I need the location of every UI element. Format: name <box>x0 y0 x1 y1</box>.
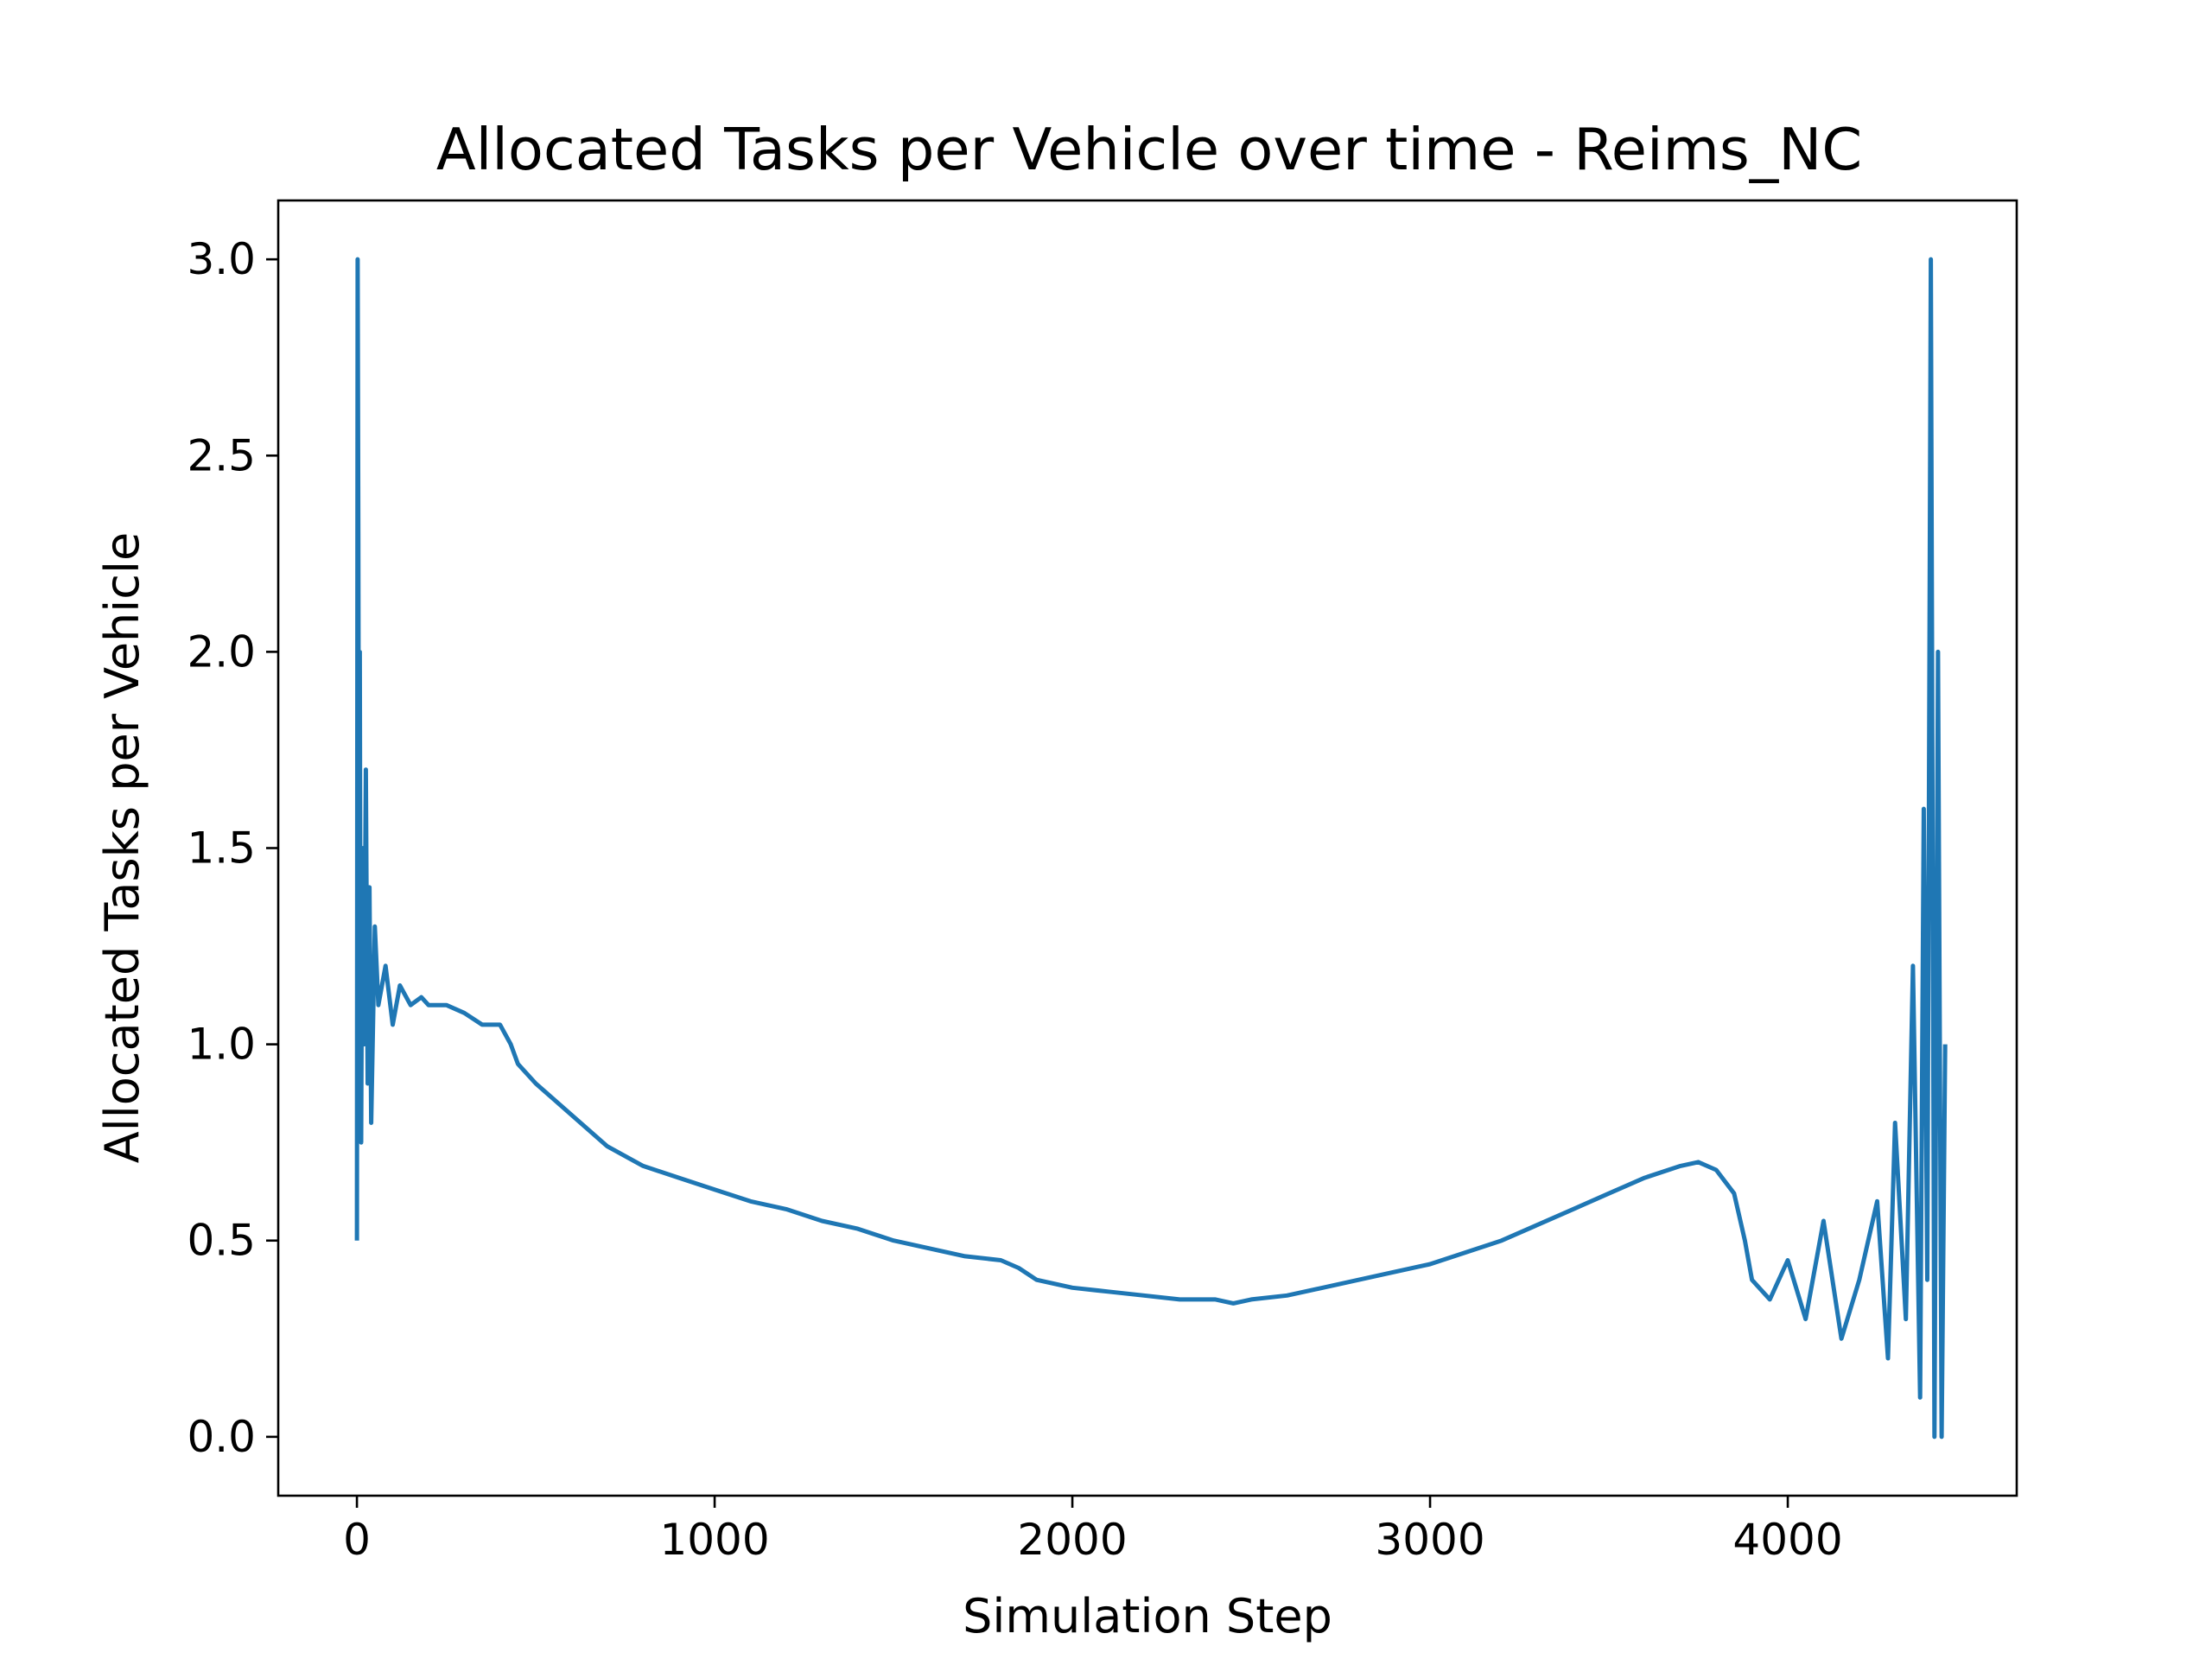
y-tick-label: 1.5 <box>187 823 256 874</box>
y-axis-label: Allocated Tasks per Vehicle <box>95 532 149 1163</box>
y-tick-label: 0.5 <box>187 1216 256 1266</box>
x-tick-label: 2000 <box>1017 1515 1127 1565</box>
x-tick-label: 4000 <box>1732 1515 1842 1565</box>
axes-frame <box>276 199 2018 1497</box>
x-tick-label: 0 <box>343 1515 371 1565</box>
y-tick-label: 2.5 <box>187 430 256 480</box>
y-tick-label: 2.0 <box>187 626 256 677</box>
plot-area <box>354 257 1948 1440</box>
y-tick-label: 3.0 <box>187 234 256 284</box>
chart-title: Allocated Tasks per Vehicle over time - … <box>436 116 1862 183</box>
x-tick-label: 1000 <box>659 1515 769 1565</box>
x-tick-label: 3000 <box>1375 1515 1484 1565</box>
axis-ticks: 0 1000 2000 3000 4000 0.0 0.5 1.0 1.5 2.0 2.5 3.0 <box>187 234 1842 1565</box>
y-tick-label: 0.0 <box>187 1412 256 1462</box>
x-axis-label: Simulation Step <box>963 1589 1332 1643</box>
series-line-0 <box>354 257 1948 1440</box>
y-tick-label: 1.0 <box>187 1020 256 1070</box>
